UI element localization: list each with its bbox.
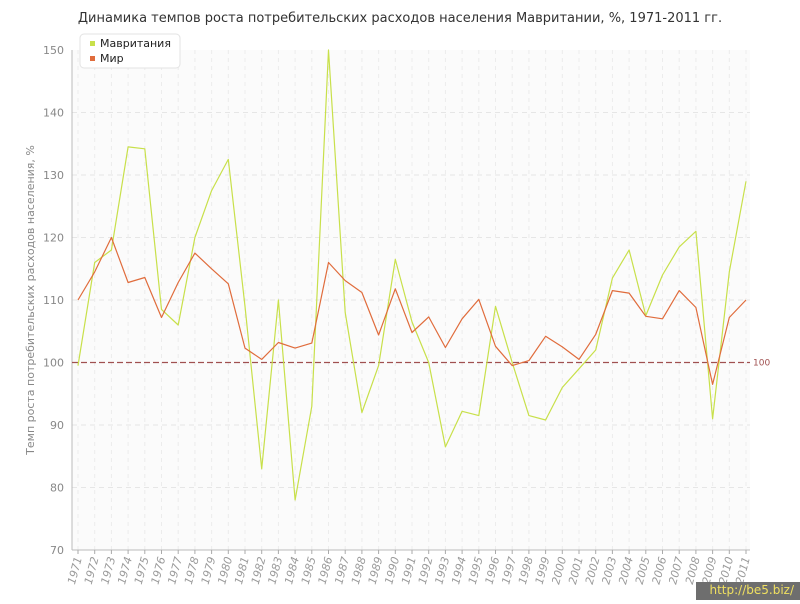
- series-line-1: [77, 49, 747, 501]
- legend: Мавритания Мир: [79, 33, 181, 69]
- chart-title: Динамика темпов роста потребительских ра…: [78, 11, 722, 26]
- watermark-text[interactable]: http://be5.biz/: [709, 583, 794, 597]
- legend-swatch: [90, 56, 95, 61]
- y-tick-label: 140: [43, 107, 64, 120]
- x-ticks: 1971197219731974197519761977197819791980…: [65, 550, 753, 586]
- y-tick-label: 150: [43, 44, 64, 57]
- y-tick-label: 130: [43, 169, 64, 182]
- y-tick-label: 110: [43, 294, 64, 307]
- y-tick-label: 70: [50, 544, 64, 557]
- series-line-2: [77, 236, 747, 385]
- y-tick-label: 100: [43, 357, 64, 370]
- reference-line-label: 100: [753, 359, 770, 369]
- y-axis-label: Темп роста потребительских расходов насе…: [24, 145, 37, 456]
- y-tick-label: 120: [43, 232, 64, 245]
- legend-swatch: [90, 41, 95, 46]
- legend-label: Мир: [100, 52, 124, 65]
- y-ticks: 70 80 90 100 110 120 130 140 150: [43, 44, 64, 557]
- y-tick-label: 80: [50, 482, 64, 495]
- axes: [71, 50, 750, 551]
- series-lines: [77, 49, 747, 501]
- legend-box: [79, 33, 181, 69]
- y-tick-label: 90: [50, 419, 64, 432]
- legend-label: Мавритания: [100, 37, 171, 50]
- reference-line-group: 100: [72, 359, 770, 369]
- grid: [72, 50, 750, 550]
- watermark[interactable]: http://be5.biz/: [696, 582, 800, 600]
